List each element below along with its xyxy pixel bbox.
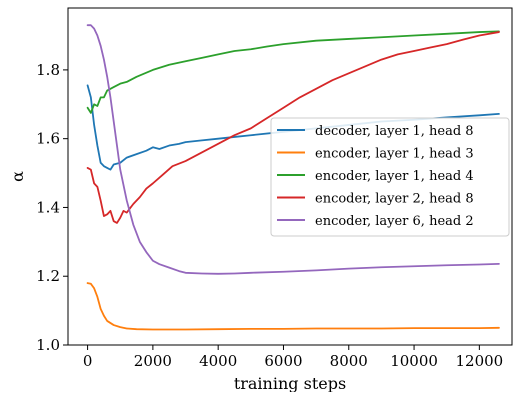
x-axis-label: training steps [234,374,346,392]
y-tick-label: 1.0 [36,336,60,354]
legend: decoder, layer 1, head 8 encoder, layer 1… [270,117,510,237]
legend-label-3: encoder, layer 1, head 4 [315,169,474,184]
legend-label-5: encoder, layer 6, head 2 [315,214,474,229]
axes-layer: 0 2000 4000 6000 8000 10000 12000 1.0 1.2 1.4 1.6 1… [8,7,513,393]
x-tick-label: 2000 [134,352,172,370]
series-line-4 [86,31,500,224]
plot-frame [67,7,513,346]
y-tick-label: 1.8 [36,61,60,79]
y-tick-label: 1.4 [36,198,60,216]
y-axis-label: α [8,171,27,182]
legend-label-2: encoder, layer 1, head 3 [315,147,474,162]
x-tick-label: 8000 [330,352,368,370]
x-tick-label: 0 [83,352,93,370]
x-tick-label: 4000 [199,352,237,370]
y-tick-label: 1.2 [36,267,60,285]
series-line-5 [86,24,500,275]
y-tick-label: 1.6 [36,130,60,148]
series-line-3 [86,30,500,114]
legend-label-4: encoder, layer 2, head 8 [315,192,474,207]
legend-box [270,117,510,237]
x-tick-label: 10000 [390,352,438,370]
x-tick-label: 6000 [264,352,302,370]
series-line-2 [86,282,500,331]
x-tick-label: 12000 [455,352,503,370]
legend-label-1: decoder, layer 1, head 8 [315,124,474,139]
